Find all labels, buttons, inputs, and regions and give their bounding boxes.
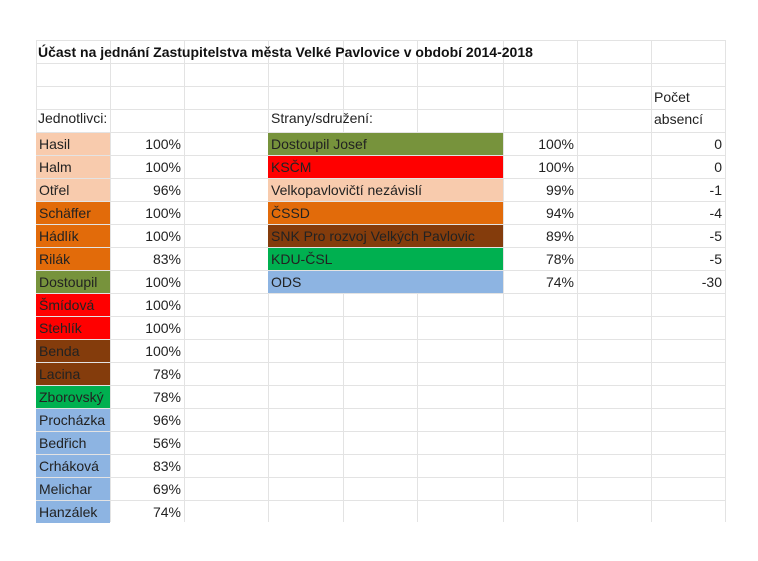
grid-row-line (36, 178, 726, 179)
party-name-cell[interactable]: KSČM (268, 156, 503, 178)
individual-percent-cell[interactable]: 83% (152, 458, 181, 474)
individual-name-cell[interactable]: Schäffer (36, 202, 110, 224)
party-absences-cell[interactable]: -5 (709, 251, 722, 267)
individual-name-cell[interactable]: Melichar (36, 478, 110, 500)
individual-percent-cell[interactable]: 78% (152, 389, 181, 405)
individual-percent-cell[interactable]: 100% (145, 274, 181, 290)
absences-header-line2: absencí (654, 111, 704, 127)
party-percent-cell[interactable]: 74% (545, 274, 574, 290)
individual-percent-cell[interactable]: 96% (152, 182, 181, 198)
individual-name-cell[interactable]: Otřel (36, 179, 110, 201)
grid-row-line (36, 132, 726, 133)
individual-name-cell[interactable]: Procházka (36, 409, 110, 431)
grid-row-line (36, 500, 726, 501)
grid-row-line (36, 362, 726, 363)
individual-name-cell[interactable]: Hádlík (36, 225, 110, 247)
grid-row-line (36, 316, 726, 317)
grid-column-line (184, 40, 185, 522)
grid-row-line (36, 109, 726, 110)
grid-row-line (36, 431, 726, 432)
grid-row-line (36, 201, 726, 202)
individual-percent-cell[interactable]: 69% (152, 481, 181, 497)
party-absences-cell[interactable]: 0 (714, 136, 722, 152)
individual-percent-cell[interactable]: 100% (145, 228, 181, 244)
individual-name-cell[interactable]: Rilák (36, 248, 110, 270)
party-percent-cell[interactable]: 99% (545, 182, 574, 198)
individuals-header: Jednotlivci: (38, 110, 108, 126)
grid-column-line (651, 40, 652, 522)
party-name-cell[interactable]: SNK Pro rozvoj Velkých Pavlovic (268, 225, 503, 247)
grid-column-line (725, 40, 726, 522)
individual-name-cell[interactable]: Stehlík (36, 317, 110, 339)
individual-name-cell[interactable]: Hasil (36, 133, 110, 155)
individual-percent-cell[interactable]: 100% (145, 297, 181, 313)
grid-column-line (110, 40, 111, 522)
grid-row-line (36, 63, 726, 64)
grid-row-line (36, 385, 726, 386)
individual-name-cell[interactable]: Dostoupil (36, 271, 110, 293)
grid-column-line (577, 40, 578, 522)
grid-row-line (36, 224, 726, 225)
individual-percent-cell[interactable]: 96% (152, 412, 181, 428)
party-absences-cell[interactable]: -5 (709, 228, 722, 244)
party-name-cell[interactable]: Dostoupil Josef (268, 133, 503, 155)
grid-column-line (503, 40, 504, 522)
grid-row-line (36, 155, 726, 156)
individual-name-cell[interactable]: Lacina (36, 363, 110, 385)
grid-row-line (36, 40, 726, 41)
absences-header-line1: Počet (654, 89, 690, 105)
party-name-cell[interactable]: Velkopavlovičtí nezávislí (268, 179, 503, 201)
grid-row-line (36, 270, 726, 271)
individual-name-cell[interactable]: Benda (36, 340, 110, 362)
parties-header: Strany/sdružení: (271, 110, 373, 126)
grid-row-line (36, 339, 726, 340)
grid-row-line (36, 454, 726, 455)
individual-percent-cell[interactable]: 100% (145, 205, 181, 221)
party-percent-cell[interactable]: 89% (545, 228, 574, 244)
grid-row-line (36, 408, 726, 409)
individual-percent-cell[interactable]: 100% (145, 136, 181, 152)
grid-row-line (36, 247, 726, 248)
sheet-title: Účast na jednání Zastupitelstva města Ve… (38, 44, 533, 60)
individual-name-cell[interactable]: Crháková (36, 455, 110, 477)
party-percent-cell[interactable]: 100% (538, 136, 574, 152)
party-absences-cell[interactable]: 0 (714, 159, 722, 175)
individual-name-cell[interactable]: Bedřich (36, 432, 110, 454)
party-absences-cell[interactable]: -1 (709, 182, 722, 198)
individual-name-cell[interactable]: Hanzálek (36, 501, 110, 523)
party-name-cell[interactable]: KDU-ČSL (268, 248, 503, 270)
individual-name-cell[interactable]: Šmídová (36, 294, 110, 316)
party-name-cell[interactable]: ČSSD (268, 202, 503, 224)
individual-percent-cell[interactable]: 83% (152, 251, 181, 267)
grid-row-line (36, 86, 726, 87)
individual-percent-cell[interactable]: 100% (145, 159, 181, 175)
party-percent-cell[interactable]: 100% (538, 159, 574, 175)
individual-percent-cell[interactable]: 56% (152, 435, 181, 451)
party-name-cell[interactable]: ODS (268, 271, 503, 293)
grid-row-line (36, 477, 726, 478)
individual-percent-cell[interactable]: 100% (145, 320, 181, 336)
individual-percent-cell[interactable]: 78% (152, 366, 181, 382)
party-absences-cell[interactable]: -30 (701, 274, 722, 290)
party-absences-cell[interactable]: -4 (709, 205, 722, 221)
individual-percent-cell[interactable]: 100% (145, 343, 181, 359)
party-percent-cell[interactable]: 94% (545, 205, 574, 221)
grid-row-line (36, 293, 726, 294)
individual-name-cell[interactable]: Zborovský (36, 386, 110, 408)
individual-percent-cell[interactable]: 74% (152, 504, 181, 520)
party-percent-cell[interactable]: 78% (545, 251, 574, 267)
individual-name-cell[interactable]: Halm (36, 156, 110, 178)
